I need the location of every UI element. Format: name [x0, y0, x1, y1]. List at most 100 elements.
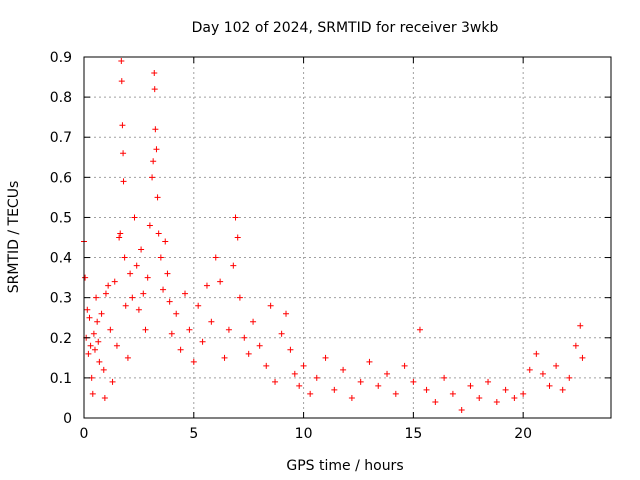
data-point: [160, 286, 167, 293]
data-point: [113, 342, 120, 349]
data-point: [124, 354, 131, 361]
x-tick-label: 0: [80, 426, 89, 442]
data-point: [559, 386, 566, 393]
data-point: [177, 346, 184, 353]
data-point: [432, 398, 439, 405]
data-point: [375, 382, 382, 389]
y-tick-label: 0.4: [50, 251, 72, 267]
tick-labels: 0 0.1 0.2 0.3 0.4 0.5 0.6 0.7 0.8 0.9 0 5 10 15 20: [50, 50, 532, 442]
data-point: [278, 330, 285, 337]
axis-ticks: [83, 56, 611, 419]
x-tick-label: 5: [189, 426, 198, 442]
data-point: [151, 86, 158, 93]
data-point: [122, 302, 129, 309]
data-point: [87, 342, 94, 349]
plot-frame: [83, 56, 612, 419]
data-point: [152, 126, 159, 133]
data-point: [322, 354, 329, 361]
data-point: [140, 290, 147, 297]
y-tick-label: 0: [63, 411, 72, 427]
y-tick-label: 0.6: [50, 170, 72, 186]
data-point: [572, 342, 579, 349]
data-point: [118, 58, 125, 65]
data-point: [287, 346, 294, 353]
data-point: [149, 174, 156, 181]
data-point: [546, 382, 553, 389]
data-point: [98, 310, 105, 317]
data-point: [212, 254, 219, 261]
data-point: [423, 386, 430, 393]
data-point: [291, 370, 298, 377]
data-point: [101, 394, 108, 401]
data-point: [225, 326, 232, 333]
data-point: [313, 374, 320, 381]
data-point: [133, 262, 140, 269]
data-point: [109, 378, 116, 385]
data-point: [135, 306, 142, 313]
data-point: [539, 370, 546, 377]
data-point: [82, 274, 89, 281]
data-point: [458, 406, 465, 413]
data-point: [467, 382, 474, 389]
y-axis-label: SRMTID / TECUs: [6, 181, 22, 294]
data-point: [96, 358, 103, 365]
data-point: [166, 298, 173, 305]
data-point: [526, 366, 533, 373]
data-point: [116, 234, 123, 241]
data-point: [173, 310, 180, 317]
data-point: [566, 374, 573, 381]
data-point: [493, 398, 500, 405]
data-point: [485, 378, 492, 385]
data-point: [300, 362, 307, 369]
y-tick-label: 0.2: [50, 331, 72, 347]
data-point: [142, 326, 149, 333]
data-point: [119, 122, 126, 129]
data-point: [93, 294, 100, 301]
data-point: [107, 326, 114, 333]
x-axis-label: GPS time / hours: [286, 458, 403, 474]
data-point: [150, 158, 157, 165]
data-point: [476, 394, 483, 401]
data-points: [81, 58, 586, 413]
data-point: [151, 70, 158, 77]
data-point: [232, 214, 239, 221]
data-point: [84, 306, 91, 313]
data-point: [245, 350, 252, 357]
y-tick-label: 0.1: [50, 371, 72, 387]
data-point: [168, 330, 175, 337]
data-point: [263, 362, 270, 369]
data-point: [138, 246, 145, 253]
data-point: [94, 318, 101, 325]
data-point: [410, 378, 417, 385]
data-point: [533, 350, 540, 357]
data-point: [340, 366, 347, 373]
data-point: [190, 358, 197, 365]
data-point: [146, 222, 153, 229]
data-point: [95, 338, 102, 345]
data-point: [127, 270, 134, 277]
data-point: [102, 290, 109, 297]
data-point: [296, 382, 303, 389]
data-point: [199, 338, 206, 345]
data-point: [131, 214, 138, 221]
data-point: [221, 354, 228, 361]
data-point: [154, 194, 161, 201]
data-point: [416, 326, 423, 333]
data-point: [85, 350, 92, 357]
x-tick-label: 10: [295, 426, 313, 442]
y-tick-label: 0.9: [50, 50, 72, 66]
data-point: [441, 374, 448, 381]
data-point: [111, 278, 118, 285]
data-point: [236, 294, 243, 301]
data-point: [348, 394, 355, 401]
data-point: [120, 178, 127, 185]
data-point: [129, 294, 136, 301]
data-point: [230, 262, 237, 269]
data-point: [208, 318, 215, 325]
y-tick-label: 0.3: [50, 291, 72, 307]
data-point: [366, 358, 373, 365]
data-point: [272, 378, 279, 385]
data-point: [520, 390, 527, 397]
data-point: [182, 290, 189, 297]
